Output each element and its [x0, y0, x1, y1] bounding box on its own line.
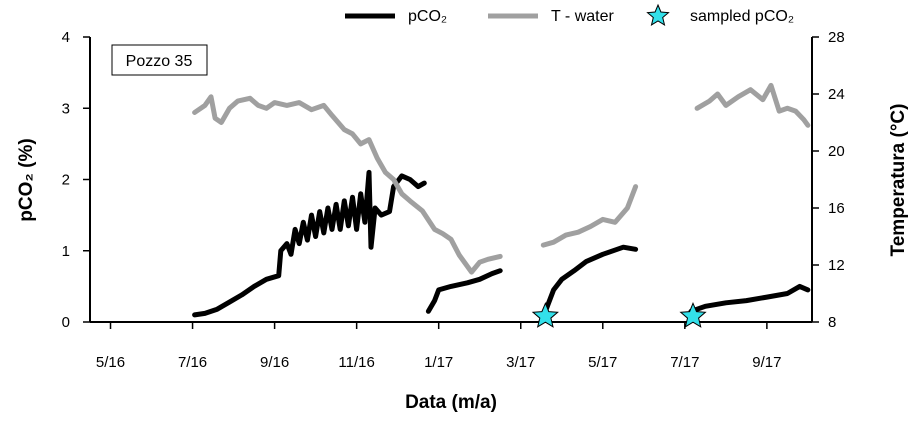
legend-label: pCO₂	[408, 8, 447, 25]
y2-tick-label: 24	[828, 86, 845, 103]
y-tick-label: 2	[62, 172, 70, 189]
annotation-box	[111, 44, 208, 76]
y-tick-label: 0	[62, 314, 70, 331]
y2-tick-label: 8	[828, 314, 836, 331]
y2-axis-label: Temperatura (°C)	[888, 104, 909, 257]
legend-label: sampled pCO₂	[690, 8, 794, 25]
y2-tick-label: 28	[828, 29, 845, 46]
y-axis-label: pCO₂ (%)	[16, 138, 37, 221]
x-tick-label: 5/16	[96, 354, 125, 371]
x-axis-label: Data (m/a)	[405, 392, 497, 413]
x-tick-label: 9/17	[752, 354, 781, 371]
legend-marker	[646, 3, 670, 26]
series-line	[192, 82, 811, 275]
star-marker	[679, 301, 707, 328]
x-tick-label: 5/17	[588, 354, 617, 371]
x-tick-label: 9/16	[260, 354, 289, 371]
y2-tick-label: 20	[828, 143, 845, 160]
x-tick-label: 7/16	[178, 354, 207, 371]
x-tick-label: 11/16	[338, 354, 374, 371]
y-tick-label: 3	[62, 100, 70, 117]
y-tick-label: 1	[62, 243, 70, 260]
y-tick-label: 4	[62, 29, 70, 46]
series-line	[192, 169, 811, 324]
annotation: Pozzo 35	[126, 53, 193, 70]
y2-tick-label: 16	[828, 200, 845, 217]
x-tick-label: 7/17	[670, 354, 699, 371]
x-tick-label: 1/17	[424, 354, 453, 371]
y2-tick-label: 12	[828, 257, 845, 274]
legend-label: T - water	[551, 8, 615, 25]
x-tick-label: 3/17	[506, 354, 535, 371]
star-marker	[531, 301, 559, 328]
